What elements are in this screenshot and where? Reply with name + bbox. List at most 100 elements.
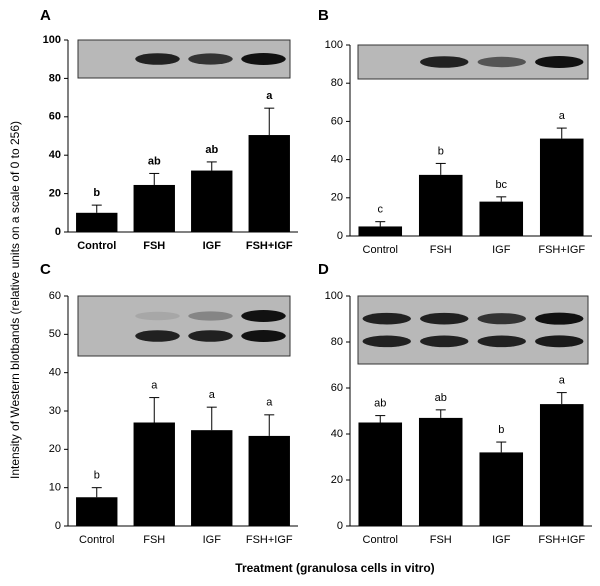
significance-label: a xyxy=(559,110,566,122)
y-tick-label: 0 xyxy=(55,226,61,238)
significance-label: ab xyxy=(435,392,447,404)
x-tick-label: Control xyxy=(79,534,114,546)
bar xyxy=(418,417,463,526)
blot-band xyxy=(241,53,286,65)
significance-label: b xyxy=(93,187,100,199)
blot-band xyxy=(535,56,584,68)
x-tick-label: IGF xyxy=(492,244,511,256)
bar xyxy=(191,430,233,526)
y-tick-label: 0 xyxy=(337,520,343,532)
x-tick-label: FSH+IGF xyxy=(538,534,585,546)
bar xyxy=(76,497,118,526)
blot-band xyxy=(477,335,526,348)
blot-band xyxy=(535,312,584,325)
y-tick-label: 60 xyxy=(49,290,61,302)
blot-image xyxy=(77,295,291,357)
significance-label: c xyxy=(378,204,384,216)
x-tick-label: Control xyxy=(363,534,398,546)
blot-band xyxy=(420,312,469,325)
bar xyxy=(539,138,584,236)
significance-label: a xyxy=(559,375,566,387)
blot-band xyxy=(135,53,180,65)
y-tick-label: 100 xyxy=(325,39,343,51)
y-tick-label: 30 xyxy=(49,405,61,417)
y-tick-label: 20 xyxy=(331,474,343,486)
blot-band xyxy=(188,311,233,321)
bar xyxy=(358,422,403,526)
bar xyxy=(133,184,175,232)
blot-band xyxy=(420,335,469,348)
y-tick-label: 80 xyxy=(331,336,343,348)
y-tick-label: 80 xyxy=(49,72,61,84)
significance-label: a xyxy=(151,379,158,391)
y-tick-label: 50 xyxy=(49,328,61,340)
y-tick-label: 60 xyxy=(331,382,343,394)
blot-band xyxy=(241,330,286,342)
blot-band xyxy=(477,56,526,68)
significance-label: bc xyxy=(495,179,507,191)
blot-band xyxy=(477,313,526,325)
panel-label: C xyxy=(40,261,51,278)
blot-band xyxy=(188,53,233,65)
bar xyxy=(133,422,175,526)
significance-label: ab xyxy=(148,155,161,167)
x-tick-label: IGF xyxy=(203,534,222,546)
bar xyxy=(248,435,290,526)
panel-label: D xyxy=(318,261,329,278)
y-tick-label: 20 xyxy=(331,192,343,204)
bar xyxy=(358,226,403,236)
significance-label: b xyxy=(438,145,444,157)
y-tick-label: 10 xyxy=(49,482,61,494)
blot-band xyxy=(362,335,411,348)
bar xyxy=(248,135,290,232)
x-tick-label: FSH xyxy=(430,244,452,256)
x-tick-label: FSH xyxy=(143,534,165,546)
y-tick-label: 40 xyxy=(331,428,343,440)
y-tick-label: 100 xyxy=(325,290,343,302)
panel-label: B xyxy=(318,7,329,24)
bar xyxy=(191,170,233,232)
blot-image xyxy=(357,295,589,365)
bar xyxy=(539,404,584,526)
y-tick-label: 0 xyxy=(337,230,343,242)
y-tick-label: 20 xyxy=(49,188,61,200)
y-tick-label: 40 xyxy=(49,149,61,161)
x-tick-label: IGF xyxy=(203,240,222,252)
blot-band xyxy=(135,311,180,321)
blot-band xyxy=(135,330,180,342)
blot-band xyxy=(188,330,233,342)
y-tick-label: 40 xyxy=(331,154,343,166)
significance-label: a xyxy=(209,389,216,401)
bar xyxy=(479,201,524,236)
y-tick-label: 60 xyxy=(49,111,61,123)
significance-label: ab xyxy=(374,398,386,410)
panel-label: A xyxy=(40,7,51,24)
bar xyxy=(418,174,463,236)
x-tick-label: Control xyxy=(363,244,398,256)
blot-band xyxy=(535,335,584,348)
y-tick-label: 20 xyxy=(49,443,61,455)
significance-label: ab xyxy=(205,144,218,156)
x-axis-label: Treatment (granulosa cells in vitro) xyxy=(235,561,434,575)
blot-band xyxy=(420,56,469,68)
y-tick-label: 60 xyxy=(331,115,343,127)
significance-label: a xyxy=(266,397,273,409)
bar xyxy=(479,452,524,526)
x-tick-label: FSH xyxy=(430,534,452,546)
x-tick-label: IGF xyxy=(492,534,511,546)
significance-label: b xyxy=(498,424,504,436)
y-tick-label: 80 xyxy=(331,77,343,89)
y-tick-label: 40 xyxy=(49,367,61,379)
blot-band xyxy=(241,310,286,322)
x-tick-label: FSH+IGF xyxy=(246,240,293,252)
x-tick-label: FSH+IGF xyxy=(246,534,293,546)
significance-label: b xyxy=(94,470,100,482)
x-tick-label: Control xyxy=(77,240,116,252)
bar xyxy=(76,212,118,232)
x-tick-label: FSH xyxy=(143,240,165,252)
y-tick-label: 100 xyxy=(43,34,61,46)
blot-band xyxy=(362,312,411,325)
x-tick-label: FSH+IGF xyxy=(538,244,585,256)
y-axis-label: Intensity of Western blotbands (relative… xyxy=(8,121,22,479)
